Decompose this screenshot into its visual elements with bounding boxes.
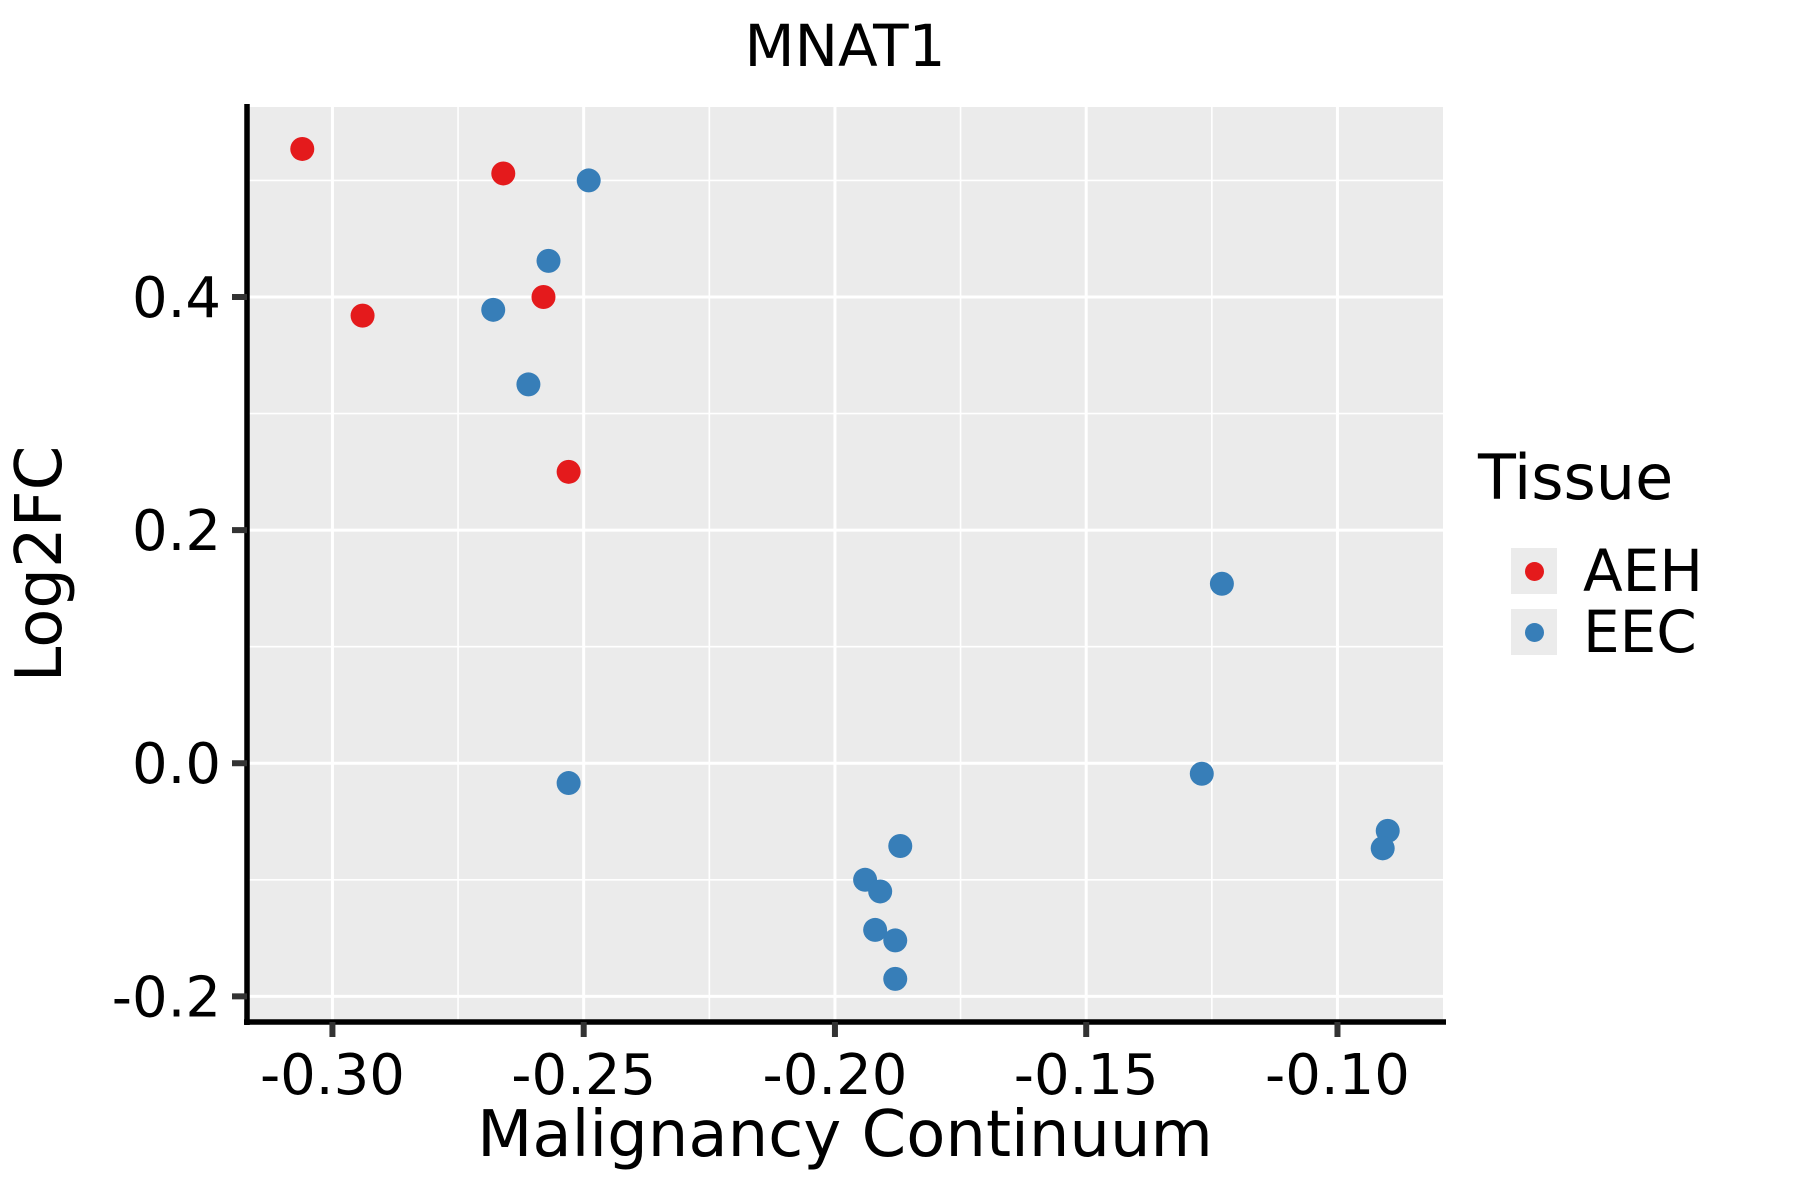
- legend-label-eec: EEC: [1583, 598, 1697, 666]
- data-point-aeh: [556, 459, 581, 484]
- data-point-eec: [888, 833, 913, 858]
- legend-title: Tissue: [1478, 441, 1674, 514]
- data-point-eec: [1370, 836, 1395, 861]
- data-point-eec: [868, 879, 893, 904]
- legend-label-aeh: AEH: [1583, 537, 1703, 605]
- legend: Tissue AEH EEC: [1478, 441, 1798, 670]
- data-point-eec: [883, 966, 908, 991]
- data-point-aeh: [491, 161, 516, 186]
- y-tick-label: 0.2: [132, 499, 221, 564]
- x-tick-label: -0.10: [1265, 1043, 1410, 1108]
- x-tick-label: -0.15: [1014, 1043, 1159, 1108]
- data-point-eec: [883, 928, 908, 953]
- y-tick-label: 0.4: [132, 266, 221, 331]
- x-tick-label: -0.30: [260, 1043, 405, 1108]
- plot-panel: [247, 107, 1443, 1022]
- y-tick-label: 0.0: [132, 732, 221, 797]
- data-point-eec: [576, 168, 601, 193]
- y-axis-label: Log2FC: [3, 445, 77, 683]
- data-point-eec: [516, 372, 541, 397]
- data-point-eec: [481, 297, 506, 322]
- data-point-eec: [1189, 761, 1214, 786]
- data-point-eec: [536, 248, 561, 273]
- data-point-eec: [556, 771, 581, 796]
- legend-key-box: [1511, 548, 1557, 594]
- legend-entry-aeh: AEH: [1478, 537, 1798, 605]
- x-tick-label: -0.25: [511, 1043, 656, 1108]
- y-tick-label: -0.2: [112, 965, 221, 1030]
- legend-key-box: [1511, 609, 1557, 655]
- data-point-aeh: [531, 284, 556, 309]
- data-point-aeh: [350, 303, 375, 328]
- x-axis-label: Malignancy Continuum: [477, 1098, 1213, 1172]
- aeh-marker-icon: [1524, 561, 1544, 581]
- data-point-aeh: [290, 136, 315, 161]
- x-tick-label: -0.20: [762, 1043, 907, 1108]
- data-point-eec: [1209, 571, 1234, 596]
- plot-title: MNAT1: [744, 12, 946, 80]
- legend-entry-eec: EEC: [1478, 598, 1798, 666]
- eec-marker-icon: [1524, 622, 1544, 642]
- data-point-eec: [863, 917, 888, 942]
